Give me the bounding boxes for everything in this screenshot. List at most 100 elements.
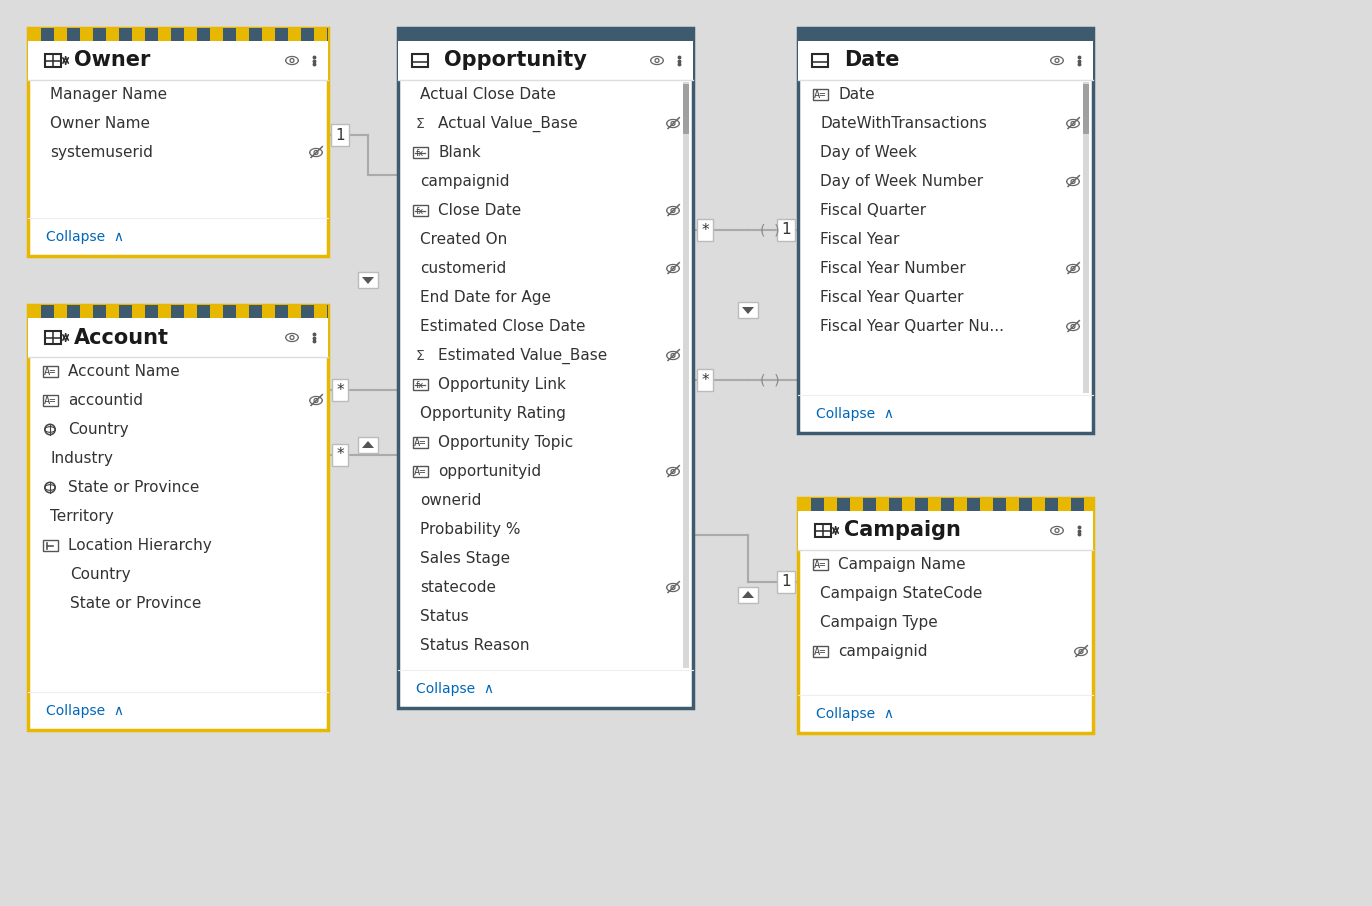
Polygon shape: [993, 498, 1006, 511]
Text: Status Reason: Status Reason: [420, 638, 530, 653]
Polygon shape: [54, 305, 67, 318]
Text: Manager Name: Manager Name: [49, 87, 167, 102]
Text: *: *: [336, 448, 344, 462]
Text: Status: Status: [420, 609, 469, 624]
Polygon shape: [288, 28, 300, 41]
Polygon shape: [314, 305, 327, 318]
Text: Campaign Name: Campaign Name: [838, 557, 966, 572]
Polygon shape: [340, 305, 353, 318]
Text: Opportunity Topic: Opportunity Topic: [438, 435, 573, 450]
Polygon shape: [1032, 498, 1045, 511]
Polygon shape: [901, 498, 915, 511]
Polygon shape: [224, 28, 236, 41]
Text: A=: A=: [414, 467, 427, 477]
Polygon shape: [785, 498, 799, 511]
Polygon shape: [184, 28, 198, 41]
Text: Date: Date: [844, 51, 900, 71]
Polygon shape: [15, 28, 27, 41]
Text: DateWithTransactions: DateWithTransactions: [820, 116, 986, 131]
Polygon shape: [27, 28, 41, 41]
Polygon shape: [93, 28, 106, 41]
Polygon shape: [224, 305, 236, 318]
Polygon shape: [106, 305, 119, 318]
Text: Opportunity: Opportunity: [445, 51, 587, 71]
Polygon shape: [954, 498, 967, 511]
Polygon shape: [210, 305, 224, 318]
Polygon shape: [941, 498, 954, 511]
Polygon shape: [132, 28, 145, 41]
Text: State or Province: State or Province: [69, 480, 199, 495]
Polygon shape: [1072, 498, 1084, 511]
Text: fx: fx: [416, 207, 424, 217]
Text: Owner: Owner: [74, 51, 151, 71]
Text: Territory: Territory: [49, 509, 114, 524]
Text: Collapse  ∧: Collapse ∧: [416, 682, 494, 696]
Polygon shape: [327, 28, 340, 41]
Text: Owner Name: Owner Name: [49, 116, 150, 131]
Polygon shape: [80, 305, 93, 318]
Text: Collapse  ∧: Collapse ∧: [47, 230, 123, 244]
Text: customerid: customerid: [420, 261, 506, 276]
Polygon shape: [172, 28, 184, 41]
Polygon shape: [288, 305, 300, 318]
Polygon shape: [362, 277, 375, 284]
Text: A=: A=: [814, 90, 826, 100]
Text: *: *: [336, 382, 344, 398]
Polygon shape: [184, 305, 198, 318]
Text: Opportunity Link: Opportunity Link: [438, 377, 565, 392]
Text: Opportunity Rating: Opportunity Rating: [420, 406, 565, 421]
Text: *: *: [701, 372, 709, 388]
Text: Account Name: Account Name: [69, 364, 180, 379]
Polygon shape: [210, 28, 224, 41]
Text: Estimated Close Date: Estimated Close Date: [420, 319, 586, 334]
Text: fx: fx: [416, 149, 424, 159]
Text: 1: 1: [781, 223, 790, 237]
Text: A=: A=: [44, 367, 56, 377]
FancyBboxPatch shape: [27, 305, 328, 730]
Text: statecode: statecode: [420, 580, 497, 595]
Text: Estimated Value_Base: Estimated Value_Base: [438, 347, 608, 363]
Text: Campaign Type: Campaign Type: [820, 615, 937, 630]
Polygon shape: [172, 305, 184, 318]
Text: Fiscal Year: Fiscal Year: [820, 232, 900, 247]
Polygon shape: [198, 28, 210, 41]
Polygon shape: [248, 28, 262, 41]
Text: Actual Close Date: Actual Close Date: [420, 87, 556, 102]
Text: Close Date: Close Date: [438, 203, 521, 218]
Polygon shape: [915, 498, 927, 511]
Polygon shape: [980, 498, 993, 511]
Text: End Date for Age: End Date for Age: [420, 290, 552, 305]
Text: A=: A=: [414, 438, 427, 448]
Polygon shape: [236, 28, 248, 41]
Text: Collapse  ∧: Collapse ∧: [816, 707, 895, 721]
FancyBboxPatch shape: [799, 28, 1093, 433]
Polygon shape: [851, 498, 863, 511]
Polygon shape: [1045, 498, 1058, 511]
Text: *: *: [701, 223, 709, 237]
FancyBboxPatch shape: [398, 41, 693, 80]
Text: A=: A=: [814, 647, 826, 657]
Text: Campaign: Campaign: [844, 521, 960, 541]
FancyBboxPatch shape: [1083, 82, 1089, 393]
Polygon shape: [927, 498, 941, 511]
Text: Fiscal Year Number: Fiscal Year Number: [820, 261, 966, 276]
Polygon shape: [119, 305, 132, 318]
FancyBboxPatch shape: [799, 511, 1093, 550]
Polygon shape: [41, 305, 54, 318]
Polygon shape: [158, 28, 172, 41]
Polygon shape: [274, 305, 288, 318]
Polygon shape: [340, 28, 353, 41]
Polygon shape: [837, 498, 851, 511]
Text: Date: Date: [838, 87, 874, 102]
Text: Collapse  ∧: Collapse ∧: [816, 407, 895, 421]
Text: Fiscal Quarter: Fiscal Quarter: [820, 203, 926, 218]
Text: Probability %: Probability %: [420, 522, 520, 537]
FancyBboxPatch shape: [358, 437, 379, 453]
Polygon shape: [132, 305, 145, 318]
FancyBboxPatch shape: [738, 587, 757, 603]
FancyBboxPatch shape: [1083, 84, 1089, 134]
Polygon shape: [54, 28, 67, 41]
Polygon shape: [967, 498, 980, 511]
Text: systemuserid: systemuserid: [49, 145, 152, 160]
Polygon shape: [362, 441, 375, 448]
